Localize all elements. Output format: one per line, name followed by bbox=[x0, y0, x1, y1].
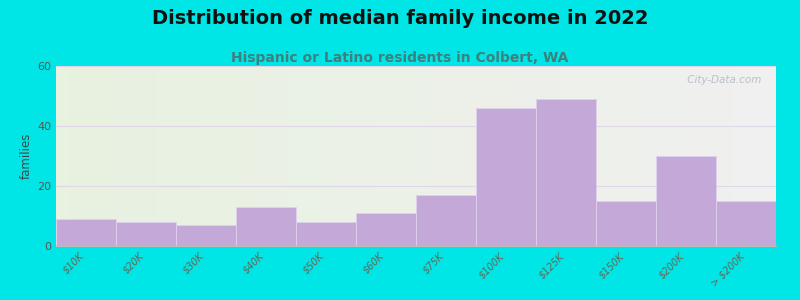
Bar bbox=[632, 66, 646, 246]
Bar bbox=[70, 66, 85, 246]
Bar bbox=[402, 66, 416, 246]
Bar bbox=[704, 66, 718, 246]
Bar bbox=[656, 156, 716, 246]
Bar bbox=[56, 66, 70, 246]
Bar bbox=[618, 66, 632, 246]
Bar bbox=[476, 108, 536, 246]
Bar bbox=[373, 66, 387, 246]
Bar bbox=[286, 66, 301, 246]
Bar bbox=[243, 66, 258, 246]
Text: City-Data.com: City-Data.com bbox=[684, 75, 762, 85]
Bar bbox=[171, 66, 186, 246]
Bar bbox=[358, 66, 373, 246]
Bar bbox=[716, 201, 776, 246]
Bar bbox=[186, 66, 200, 246]
Bar bbox=[356, 213, 416, 246]
Bar bbox=[536, 99, 596, 246]
Bar bbox=[603, 66, 618, 246]
Bar bbox=[596, 201, 656, 246]
Bar bbox=[142, 66, 157, 246]
Bar bbox=[747, 66, 762, 246]
Bar bbox=[85, 66, 99, 246]
Bar bbox=[574, 66, 589, 246]
Bar bbox=[315, 66, 330, 246]
Bar bbox=[236, 207, 296, 246]
Bar bbox=[330, 66, 344, 246]
Bar bbox=[675, 66, 690, 246]
Bar bbox=[459, 66, 474, 246]
Bar bbox=[733, 66, 747, 246]
Text: Distribution of median family income in 2022: Distribution of median family income in … bbox=[152, 9, 648, 28]
Bar bbox=[531, 66, 546, 246]
Bar bbox=[128, 66, 142, 246]
Bar bbox=[301, 66, 315, 246]
Bar bbox=[560, 66, 574, 246]
Bar bbox=[229, 66, 243, 246]
Y-axis label: families: families bbox=[20, 133, 33, 179]
Bar bbox=[296, 222, 356, 246]
Bar bbox=[430, 66, 445, 246]
Bar bbox=[116, 222, 176, 246]
Bar bbox=[176, 225, 236, 246]
Bar bbox=[517, 66, 531, 246]
Bar bbox=[272, 66, 286, 246]
Bar bbox=[661, 66, 675, 246]
Bar bbox=[416, 66, 430, 246]
Bar bbox=[56, 219, 116, 246]
Bar bbox=[157, 66, 171, 246]
Bar bbox=[99, 66, 114, 246]
Bar bbox=[546, 66, 560, 246]
Bar bbox=[214, 66, 229, 246]
Bar bbox=[258, 66, 272, 246]
Text: Hispanic or Latino residents in Colbert, WA: Hispanic or Latino residents in Colbert,… bbox=[231, 51, 569, 65]
Bar bbox=[646, 66, 661, 246]
Bar bbox=[718, 66, 733, 246]
Bar bbox=[387, 66, 402, 246]
Bar bbox=[502, 66, 517, 246]
Bar bbox=[762, 66, 776, 246]
Bar bbox=[690, 66, 704, 246]
Bar bbox=[416, 195, 476, 246]
Bar bbox=[488, 66, 502, 246]
Bar bbox=[200, 66, 214, 246]
Bar bbox=[589, 66, 603, 246]
Bar bbox=[474, 66, 488, 246]
Bar bbox=[344, 66, 358, 246]
Bar bbox=[114, 66, 128, 246]
Bar bbox=[445, 66, 459, 246]
